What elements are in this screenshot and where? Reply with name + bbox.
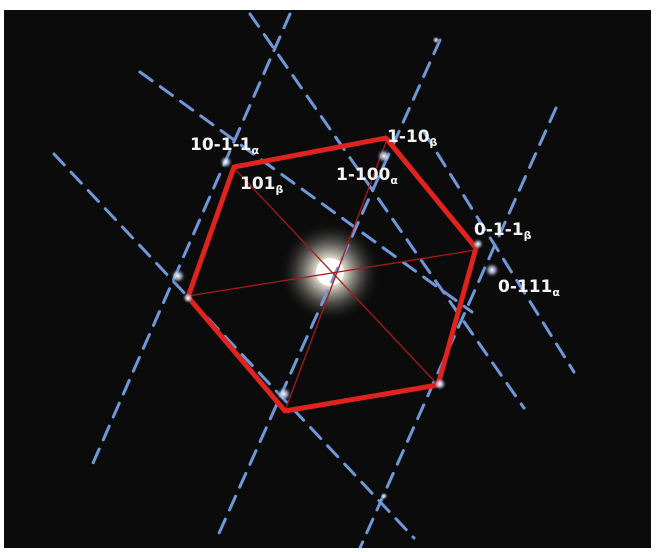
spot [432, 36, 440, 44]
spot [170, 268, 186, 284]
inner-lines [187, 141, 477, 409]
spot [376, 148, 392, 164]
spot [472, 238, 484, 250]
spot [380, 492, 388, 500]
spot [182, 292, 194, 304]
spot [484, 262, 500, 278]
spot [433, 377, 447, 391]
diffraction-svg: 10-1-1α 101β 1-10β 1-100α 0-1-1β 0-111α [52, 12, 576, 548]
label-1-100-alpha: 1-100α [336, 165, 398, 187]
label-10-1-1-alpha: 10-1-1α [190, 135, 259, 157]
label-1-10-beta: 1-10β [387, 127, 438, 149]
central-beam [316, 258, 344, 286]
label-0-1-1-beta: 0-1-1β [474, 220, 532, 242]
spot [219, 155, 233, 169]
inner-line [233, 167, 439, 386]
dashed-line [52, 152, 416, 540]
dashed-line [138, 70, 474, 314]
diffraction-image: 10-1-1α 101β 1-10β 1-100α 0-1-1β 0-111α [4, 10, 651, 548]
spot [276, 386, 292, 402]
dashed-line [422, 130, 576, 374]
inner-line [285, 141, 387, 409]
dashed-line [248, 12, 526, 410]
dashed-line [358, 106, 558, 548]
label-0-111-alpha: 0-111α [498, 277, 560, 299]
dashed-lattice-lines [52, 12, 576, 548]
diffraction-spots [170, 36, 500, 500]
label-101-beta: 101β [240, 174, 284, 196]
dashed-line [88, 12, 292, 472]
dashed-line [214, 38, 442, 542]
